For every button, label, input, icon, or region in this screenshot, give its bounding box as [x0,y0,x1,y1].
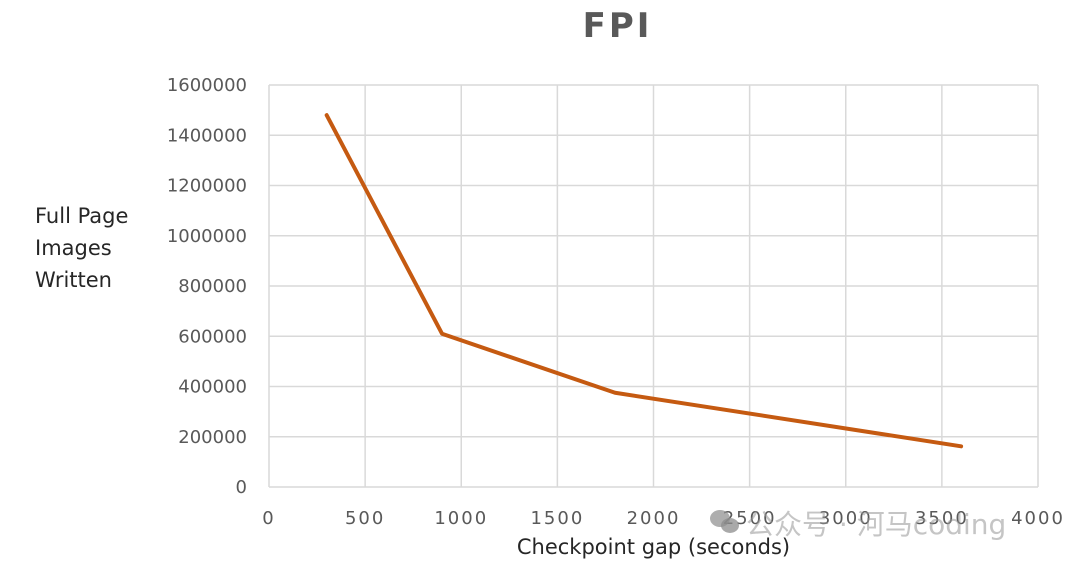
y-axis-label: Full Page Images Written [35,200,128,296]
y-tick-label: 600000 [178,326,247,347]
watermark: 公众号 · 河马coding [710,503,1006,543]
x-tick-label: 3500 [915,508,969,529]
x-tick-label: 4000 [1011,508,1065,529]
x-tick-label: 500 [345,508,385,529]
wechat-icon [710,510,740,536]
y-axis-label-line: Full Page [35,204,129,228]
y-axis-label-line: Written [35,268,112,292]
x-tick-label: 1000 [434,508,488,529]
y-tick-label: 400000 [178,377,247,398]
y-tick-label: 1600000 [167,75,247,96]
y-axis-label-line: Images [35,236,112,260]
y-tick-label: 1000000 [167,226,247,247]
x-axis-label: Checkpoint gap (seconds) [516,535,791,559]
x-tick-label: 0 [262,508,275,529]
y-tick-label: 800000 [178,276,247,297]
series-line [324,113,964,449]
y-tick-label: 200000 [178,427,247,448]
y-tick-label: 1200000 [167,176,247,197]
y-tick-label: 1400000 [167,125,247,146]
y-tick-label: 0 [236,477,247,498]
chart-title: FPI [582,6,653,46]
x-tick-label: 2000 [627,508,681,529]
x-tick-label: 3000 [819,508,873,529]
x-tick-label: 1500 [530,508,584,529]
watermark-text: 公众号 · 河马coding [746,508,1007,541]
